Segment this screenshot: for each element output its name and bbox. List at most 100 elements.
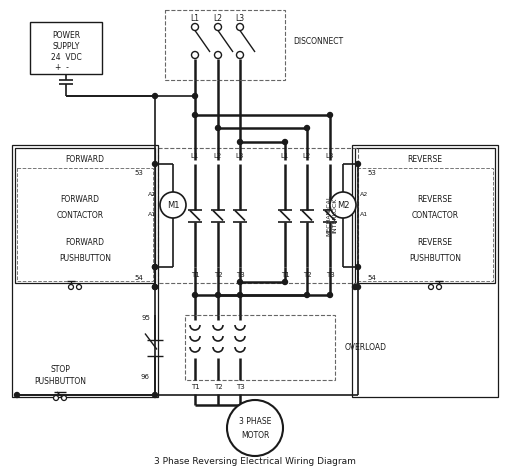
Circle shape (152, 284, 157, 290)
Text: 53: 53 (134, 170, 143, 176)
Circle shape (192, 112, 197, 118)
Text: T2: T2 (213, 272, 222, 278)
Text: L2: L2 (213, 153, 222, 159)
Circle shape (282, 139, 287, 145)
Bar (165, 10, 285, 80)
Text: 53: 53 (366, 170, 375, 176)
Circle shape (327, 112, 332, 118)
Circle shape (352, 284, 357, 290)
Text: T2: T2 (213, 384, 222, 390)
Circle shape (76, 284, 81, 290)
Text: REVERSE: REVERSE (417, 238, 451, 247)
Circle shape (152, 284, 157, 290)
Text: REVERSE: REVERSE (417, 195, 451, 204)
Circle shape (237, 280, 242, 284)
Text: POWER: POWER (52, 30, 80, 39)
Text: T3: T3 (325, 272, 334, 278)
Circle shape (160, 192, 186, 218)
Circle shape (236, 24, 243, 30)
Text: T3: T3 (235, 272, 244, 278)
Text: FORWARD: FORWARD (65, 155, 104, 164)
Text: +  -: + - (55, 63, 69, 72)
Circle shape (436, 284, 441, 290)
Circle shape (355, 264, 360, 270)
Circle shape (214, 24, 221, 30)
Text: L3: L3 (325, 153, 333, 159)
Bar (17, 168, 153, 281)
Circle shape (237, 139, 242, 145)
Text: L2: L2 (302, 153, 310, 159)
Text: T1: T1 (190, 384, 199, 390)
Text: 24  VDC: 24 VDC (50, 53, 81, 62)
Circle shape (215, 292, 220, 298)
Circle shape (62, 395, 66, 401)
Circle shape (355, 162, 360, 166)
Text: L1: L1 (190, 13, 199, 22)
Text: PUSHBUTTON: PUSHBUTTON (408, 254, 460, 263)
Circle shape (152, 93, 157, 99)
Circle shape (237, 292, 242, 298)
Text: 54: 54 (134, 275, 143, 281)
Circle shape (68, 284, 73, 290)
Text: STOP: STOP (50, 365, 70, 374)
Text: DISCONNECT: DISCONNECT (293, 37, 343, 46)
Text: FORWARD: FORWARD (65, 238, 104, 247)
Text: CONTACTOR: CONTACTOR (411, 211, 458, 220)
Circle shape (327, 292, 332, 298)
Text: L3: L3 (235, 153, 244, 159)
Circle shape (428, 284, 433, 290)
Bar (158, 148, 357, 283)
Text: 3 PHASE: 3 PHASE (238, 418, 271, 427)
Text: T1: T1 (190, 272, 199, 278)
Text: T1: T1 (280, 272, 289, 278)
Text: MECHANICAL
INTERLOCK: MECHANICAL INTERLOCK (326, 195, 337, 236)
Circle shape (329, 192, 355, 218)
Text: PUSHBUTTON: PUSHBUTTON (59, 254, 111, 263)
Circle shape (215, 126, 220, 130)
Text: M2: M2 (336, 201, 349, 210)
Text: A1: A1 (359, 212, 367, 218)
Text: CONTACTOR: CONTACTOR (56, 211, 103, 220)
Circle shape (227, 400, 282, 456)
Bar (354, 148, 494, 283)
Circle shape (214, 52, 221, 58)
Bar (185, 315, 334, 380)
Circle shape (192, 292, 197, 298)
Bar (356, 168, 492, 281)
Circle shape (236, 52, 243, 58)
Circle shape (152, 392, 157, 398)
Bar (351, 145, 497, 397)
Text: REVERSE: REVERSE (407, 155, 442, 164)
Text: A2: A2 (359, 192, 367, 198)
Text: M1: M1 (166, 201, 179, 210)
Text: PUSHBUTTON: PUSHBUTTON (34, 376, 86, 385)
Circle shape (282, 280, 287, 284)
Text: SUPPLY: SUPPLY (52, 42, 79, 51)
Text: L2: L2 (213, 13, 222, 22)
Text: L1: L1 (190, 153, 199, 159)
Circle shape (152, 264, 157, 270)
Circle shape (192, 93, 197, 99)
Bar (12, 145, 158, 397)
Text: A2: A2 (148, 192, 156, 198)
Text: MOTOR: MOTOR (240, 430, 269, 439)
Circle shape (304, 126, 309, 130)
Circle shape (152, 264, 157, 270)
Text: L1: L1 (280, 153, 289, 159)
Text: FORWARD: FORWARD (61, 195, 99, 204)
Circle shape (191, 52, 198, 58)
Text: 54: 54 (366, 275, 375, 281)
Text: T2: T2 (302, 272, 310, 278)
Text: L3: L3 (235, 13, 244, 22)
Circle shape (14, 392, 19, 398)
Text: 96: 96 (140, 374, 150, 380)
Text: T3: T3 (235, 384, 244, 390)
Text: 3 Phase Reversing Electrical Wiring Diagram: 3 Phase Reversing Electrical Wiring Diag… (154, 457, 355, 466)
Circle shape (152, 162, 157, 166)
Text: A1: A1 (148, 212, 156, 218)
Text: OVERLOAD: OVERLOAD (344, 343, 386, 352)
Text: 95: 95 (141, 315, 150, 321)
Circle shape (53, 395, 59, 401)
Bar (30, 22, 102, 74)
Circle shape (191, 24, 198, 30)
